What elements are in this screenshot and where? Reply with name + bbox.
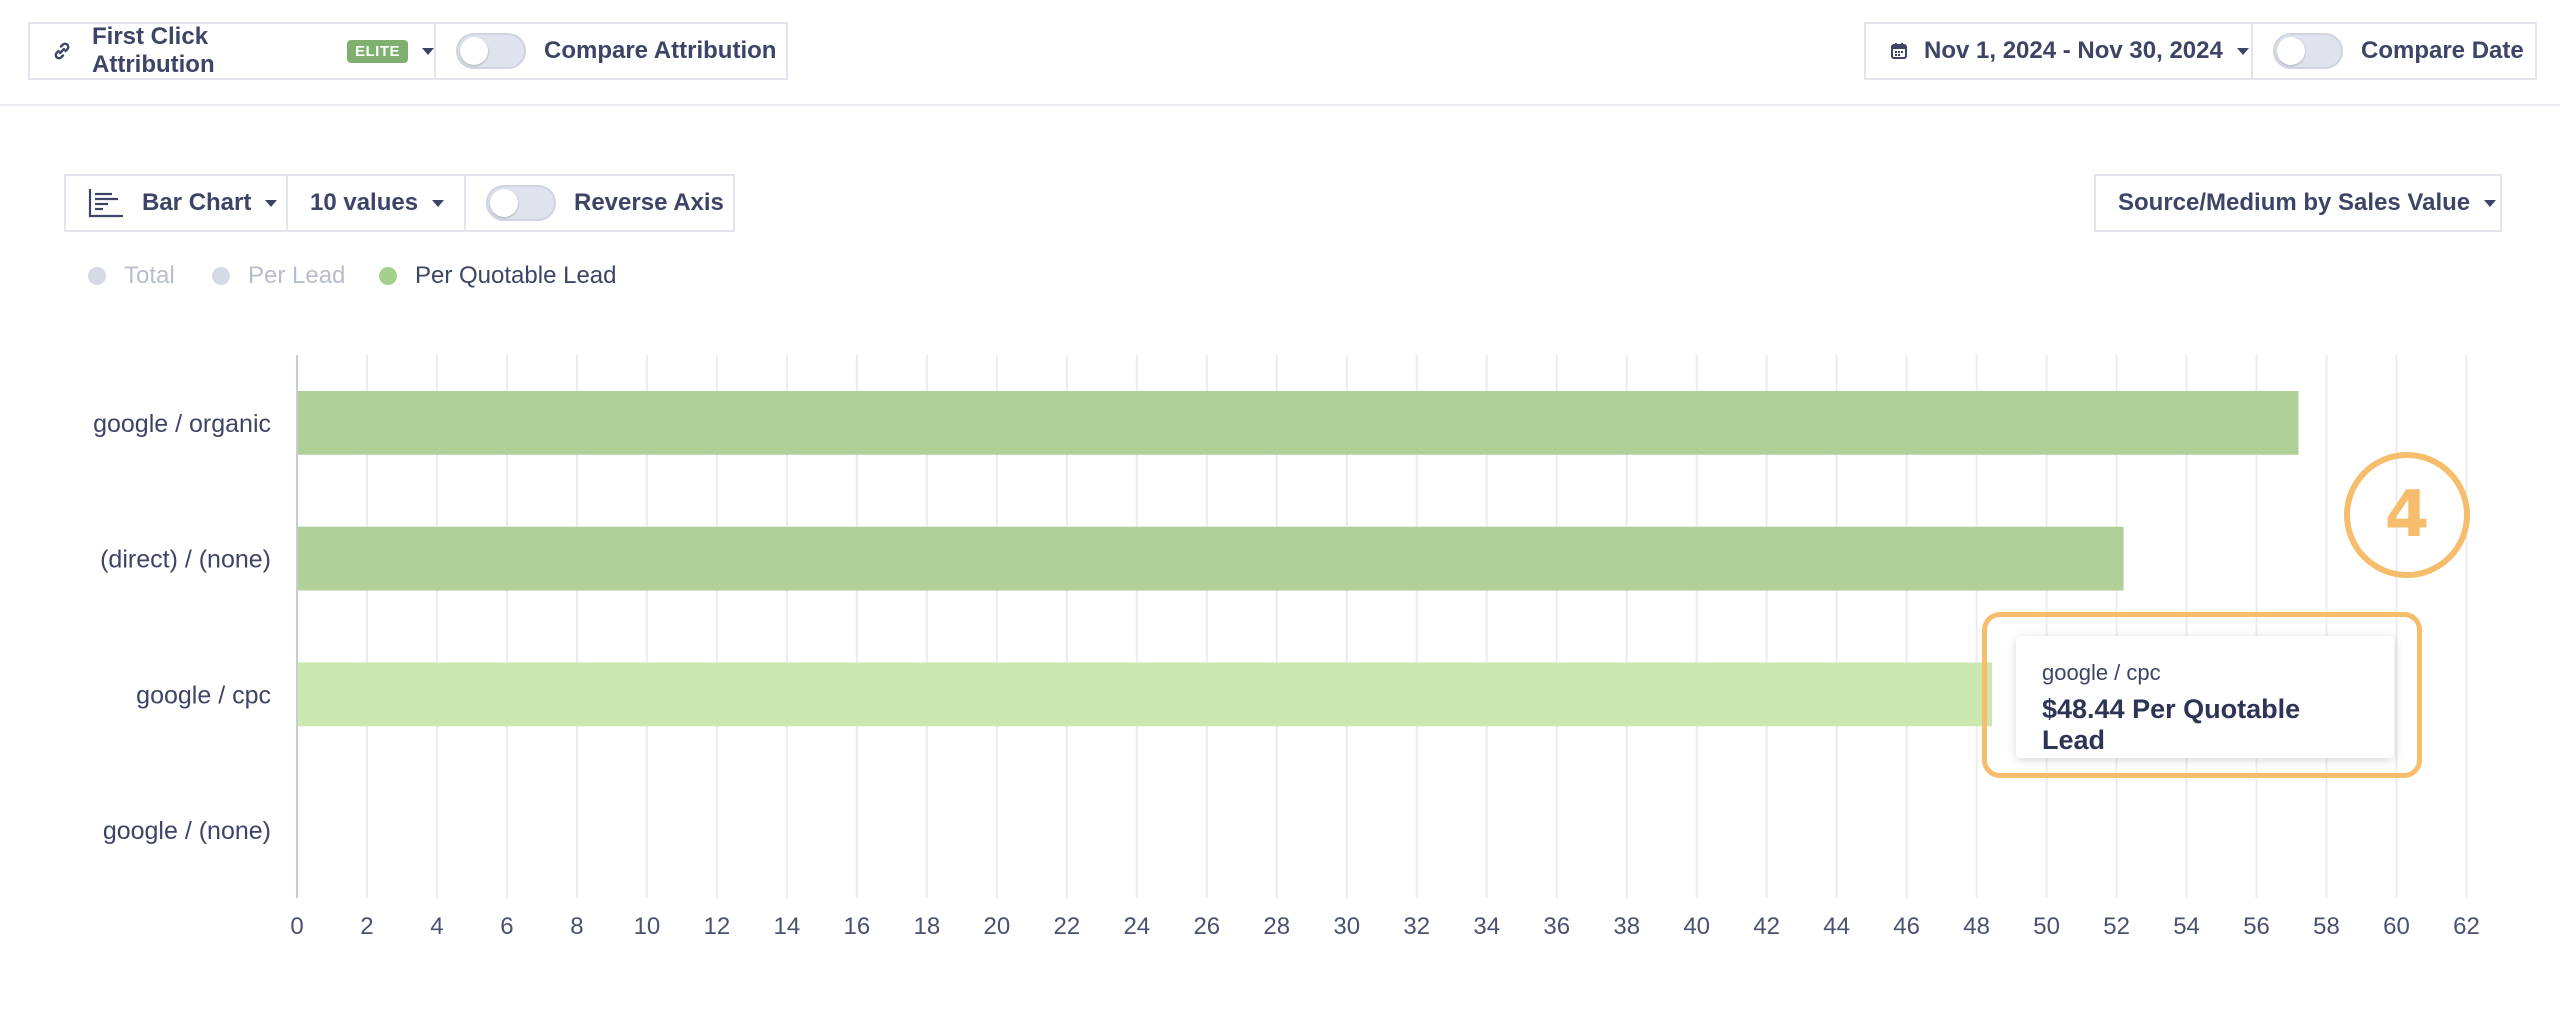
link-icon (52, 41, 72, 61)
x-tick-label: 44 (1823, 913, 1850, 940)
grouping-label: Source/Medium by Sales Value (2118, 189, 2471, 216)
legend-item-total[interactable]: Total (88, 262, 175, 290)
category-label: (direct) / (none) (100, 546, 271, 574)
x-tick-label: 8 (570, 913, 583, 940)
compare-date-toggle[interactable] (2273, 33, 2343, 69)
annotation-step-marker: 4 (2344, 452, 2470, 578)
legend-label: Per Quotable Lead (415, 262, 617, 289)
chevron-down-icon (2236, 47, 2249, 55)
category-label: google / (none) (103, 817, 271, 845)
x-tick-label: 54 (2173, 913, 2200, 940)
attribution-label: First Click Attribution (92, 23, 215, 78)
reverse-axis-toggle[interactable] (486, 185, 556, 221)
values-count-label: 10 values (310, 189, 419, 216)
x-tick-label: 18 (914, 913, 941, 940)
bar-chart-icon (88, 188, 124, 218)
x-tick-label: 50 (2033, 913, 2060, 940)
tooltip-value: $48.44 Per Quotable Lead (2042, 694, 2301, 755)
legend-label: Per Lead (248, 262, 346, 289)
legend-dot (88, 267, 106, 285)
tooltip-category: google / cpc (2042, 660, 2161, 685)
reverse-axis-label: Reverse Axis (574, 189, 724, 216)
reverse-axis-toggle-group[interactable]: Reverse Axis (464, 174, 735, 232)
chart-type-label: Bar Chart (142, 189, 252, 216)
chevron-down-icon (265, 199, 278, 207)
x-tick-label: 10 (634, 913, 661, 940)
x-tick-label: 0 (290, 913, 303, 940)
compare-date-toggle-group[interactable]: Compare Date (2251, 22, 2537, 80)
category-label: google / organic (93, 410, 271, 438)
x-tick-label: 52 (2103, 913, 2130, 940)
x-tick-label: 12 (704, 913, 731, 940)
bar (298, 526, 2124, 591)
legend-label: Total (124, 262, 175, 289)
x-tick-label: 40 (1683, 913, 1710, 940)
x-tick-label: 2 (360, 913, 373, 940)
bar (298, 390, 2299, 455)
x-tick-label: 46 (1893, 913, 1920, 940)
compare-attribution-toggle-group[interactable]: Compare Attribution (434, 22, 788, 80)
chart-tooltip: google / cpc $48.44 Per Quotable Lead (2016, 636, 2394, 758)
chevron-down-icon (432, 199, 445, 207)
category-label: google / cpc (136, 681, 271, 709)
compare-attribution-toggle[interactable] (456, 33, 526, 69)
date-range-dropdown[interactable]: Nov 1, 2024 - Nov 30, 2024 (1864, 22, 2254, 80)
x-tick-label: 26 (1193, 913, 1220, 940)
attribution-dropdown[interactable]: First Click Attribution ELITE (28, 22, 436, 80)
calendar-icon (1890, 42, 1908, 60)
elite-badge: ELITE (346, 39, 408, 63)
legend-dot (379, 267, 397, 285)
x-tick-label: 60 (2383, 913, 2410, 940)
toolbar-divider (0, 104, 2560, 106)
x-tick-label: 14 (774, 913, 801, 940)
compare-attribution-label: Compare Attribution (544, 37, 777, 64)
annotation-highlight-box (1982, 612, 2422, 778)
chevron-down-icon (422, 47, 434, 55)
x-tick-label: 20 (983, 913, 1010, 940)
x-tick-label: 38 (1613, 913, 1640, 940)
x-tick-label: 32 (1403, 913, 1430, 940)
legend-dot (212, 267, 230, 285)
x-tick-label: 24 (1123, 913, 1150, 940)
chart-type-dropdown[interactable]: Bar Chart (64, 174, 288, 232)
x-tick-label: 58 (2313, 913, 2340, 940)
legend-item-per-lead[interactable]: Per Lead (212, 262, 345, 290)
x-tick-label: 62 (2453, 913, 2480, 940)
bar (298, 662, 1993, 727)
x-tick-label: 28 (1263, 913, 1290, 940)
x-tick-label: 22 (1053, 913, 1080, 940)
x-tick-label: 6 (500, 913, 513, 940)
date-range-label: Nov 1, 2024 - Nov 30, 2024 (1924, 37, 2223, 64)
chevron-down-icon (2484, 199, 2497, 207)
x-tick-label: 36 (1543, 913, 1570, 940)
x-tick-label: 34 (1473, 913, 1500, 940)
x-tick-label: 48 (1963, 913, 1990, 940)
x-tick-label: 30 (1333, 913, 1360, 940)
x-tick-label: 56 (2243, 913, 2270, 940)
grouping-dropdown[interactable]: Source/Medium by Sales Value (2094, 174, 2502, 232)
x-tick-label: 42 (1753, 913, 1780, 940)
tooltip-arrow (2002, 668, 2016, 696)
x-tick-label: 16 (844, 913, 871, 940)
compare-date-label: Compare Date (2361, 37, 2524, 64)
x-tick-label: 4 (430, 913, 443, 940)
legend-item-per-quotable-lead[interactable]: Per Quotable Lead (379, 262, 616, 290)
